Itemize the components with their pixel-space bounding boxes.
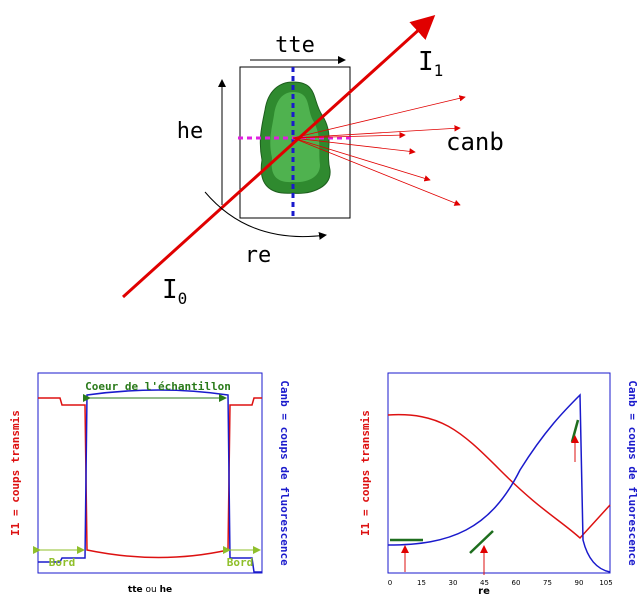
x-tick-label: 15 — [417, 579, 426, 587]
x-tick-label: 90 — [575, 579, 584, 587]
transmission-curve — [387, 413, 611, 540]
tte-label: tte — [275, 33, 315, 58]
markers — [401, 435, 579, 575]
x-label-part: tte — [128, 585, 143, 595]
left-plot: Coeur de l'échantillon Bord Bord I1 = co… — [9, 372, 291, 595]
i0-sub: 0 — [178, 289, 188, 308]
y-right-label: Canb = coups de fluorescence — [626, 380, 639, 566]
i0-main: I — [162, 275, 178, 305]
y-left-label: I1 = coups transmis — [9, 410, 22, 536]
core-label: Coeur de l'échantillon — [85, 380, 231, 393]
x-label: re — [478, 586, 490, 597]
x-tick-label: 30 — [449, 579, 458, 587]
x-label: tte ou he — [128, 585, 172, 595]
i1-label: I1 — [418, 47, 443, 80]
beam — [121, 14, 436, 299]
fluorescence-curve — [38, 389, 262, 573]
fluorescence-curve — [387, 393, 611, 573]
fluorescence-rays — [292, 95, 466, 206]
x-tick-label: 45 — [480, 579, 489, 587]
y-left-label: I1 = coups transmis — [359, 410, 372, 536]
canb-label: canb — [446, 128, 504, 156]
plot-frame — [37, 372, 263, 574]
plot-frame — [387, 372, 611, 574]
edge-label: Bord — [49, 556, 76, 569]
tangents — [390, 419, 580, 554]
sample-diagram: tte I1 he canb re I0 — [121, 14, 504, 308]
right-plot: I1 = coups transmis Canb = coups de fluo… — [359, 372, 639, 597]
x-tick-label: 0 — [388, 579, 392, 587]
i0-label: I0 — [162, 275, 187, 308]
re-label: re — [245, 243, 272, 268]
sample-frame — [239, 66, 351, 219]
x-label-part: ou — [145, 585, 156, 595]
x-tick-label: 75 — [543, 579, 552, 587]
he-label: he — [177, 119, 204, 144]
x-tick-label: 60 — [512, 579, 521, 587]
i1-sub: 1 — [434, 61, 444, 80]
x-label-part: he — [160, 585, 173, 595]
re-arrow — [204, 191, 327, 240]
edge-label: Bord — [227, 556, 254, 569]
i1-main: I — [418, 47, 434, 77]
y-right-label: Canb = coups de fluorescence — [278, 380, 291, 566]
x-tick-label: 105 — [599, 579, 612, 587]
